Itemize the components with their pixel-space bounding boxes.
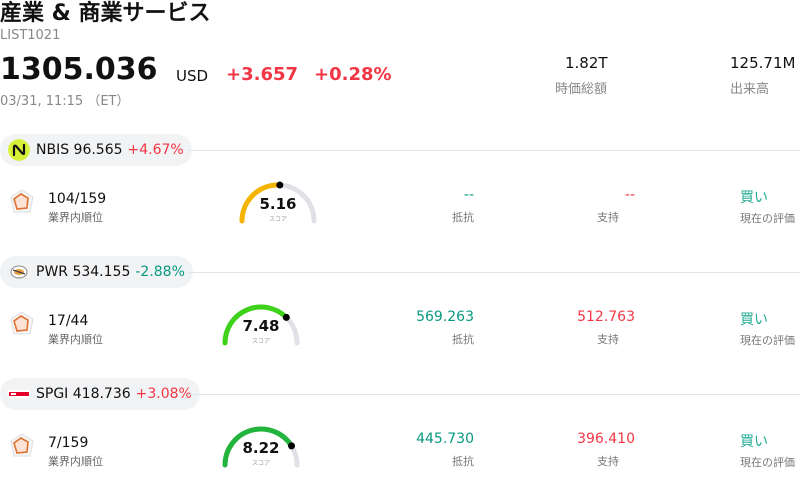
index-code: LIST1021 — [0, 28, 61, 43]
score-value: 8.22 — [242, 439, 280, 457]
industry-rank-icon — [8, 432, 36, 464]
industry-rank-label: 業界内順位 — [48, 211, 103, 224]
quanta-logo-icon — [8, 261, 30, 283]
ticker-change: -2.88% — [135, 264, 185, 280]
ticker-change: +4.67% — [127, 142, 184, 158]
resistance-value: 569.263 — [416, 309, 474, 325]
evaluation-value: 買い — [740, 312, 768, 328]
index-price: 1305.036 — [0, 52, 158, 87]
page-title: 産業 & 商業サービス — [0, 1, 211, 26]
industry-rank: 17/44 — [48, 313, 89, 329]
ticker-price: SPGI 418.736 — [36, 386, 131, 402]
evaluation-value: 買い — [740, 434, 768, 450]
stock-chip-1[interactable]: PWR 534.155 -2.88% — [0, 256, 193, 288]
industry-rank-label: 業界内順位 — [48, 455, 103, 468]
change-percent: +0.28% — [314, 64, 392, 85]
volume-label: 出来高 — [730, 82, 770, 97]
industry-rank: 104/159 — [48, 191, 107, 207]
resistance-label: 抵抗 — [452, 455, 474, 468]
resistance-value: -- — [463, 187, 474, 203]
support-label: 支持 — [597, 455, 619, 468]
gauge-fill — [222, 426, 295, 468]
nebius-logo-icon — [8, 139, 30, 161]
support-value: -- — [624, 187, 635, 203]
support-label: 支持 — [597, 333, 619, 346]
score-label: スコア — [268, 216, 287, 223]
evaluation-label: 現在の評価 — [740, 456, 795, 469]
gauge-marker — [276, 181, 284, 189]
score-gauge: 7.48 スコア — [219, 301, 303, 353]
ticker-price: NBIS 96.565 — [36, 142, 123, 158]
ticker-change: +3.08% — [135, 386, 192, 402]
volume-value: 125.71M — [730, 54, 796, 72]
gauge-fill — [239, 182, 283, 224]
ticker-price: PWR 534.155 — [36, 264, 131, 280]
row-divider — [188, 272, 800, 273]
row-divider — [188, 150, 800, 151]
industry-rank-icon — [8, 188, 36, 220]
resistance-label: 抵抗 — [452, 211, 474, 224]
stock-chip-0[interactable]: NBIS 96.565 +4.67% — [0, 134, 192, 166]
gauge-marker — [282, 313, 290, 321]
gauge-marker — [288, 442, 296, 450]
gauge-fill — [222, 304, 289, 346]
score-label: スコア — [251, 460, 270, 467]
sp-global-logo-icon — [8, 383, 30, 405]
resistance-label: 抵抗 — [452, 333, 474, 346]
score-gauge-svg — [222, 426, 300, 468]
support-label: 支持 — [597, 211, 619, 224]
industry-rank: 7/159 — [48, 435, 89, 451]
market-cap-label: 時価総額 — [555, 82, 608, 97]
industry-rank-label: 業界内順位 — [48, 333, 103, 346]
stock-chip-2[interactable]: SPGI 418.736 +3.08% — [0, 378, 200, 410]
score-gauge: 5.16 スコア — [236, 179, 320, 231]
score-value: 7.48 — [242, 317, 280, 335]
score-gauge-svg — [239, 181, 317, 224]
evaluation-label: 現在の評価 — [740, 334, 795, 347]
currency-label: USD — [176, 67, 209, 85]
evaluation-label: 現在の評価 — [740, 212, 795, 225]
support-value: 396.410 — [577, 431, 635, 447]
score-gauge-svg — [222, 304, 300, 346]
resistance-value: 445.730 — [416, 431, 474, 447]
evaluation-value: 買い — [740, 190, 768, 206]
score-gauge: 8.22 スコア — [219, 423, 303, 475]
change-absolute: +3.657 — [226, 64, 299, 85]
market-cap-value: 1.82T — [565, 54, 608, 72]
score-label: スコア — [251, 338, 270, 345]
industry-rank-icon — [8, 310, 36, 342]
score-value: 5.16 — [259, 195, 297, 213]
row-divider — [188, 394, 800, 395]
timestamp: 03/31, 11:15 （ET） — [0, 94, 130, 109]
support-value: 512.763 — [577, 309, 635, 325]
